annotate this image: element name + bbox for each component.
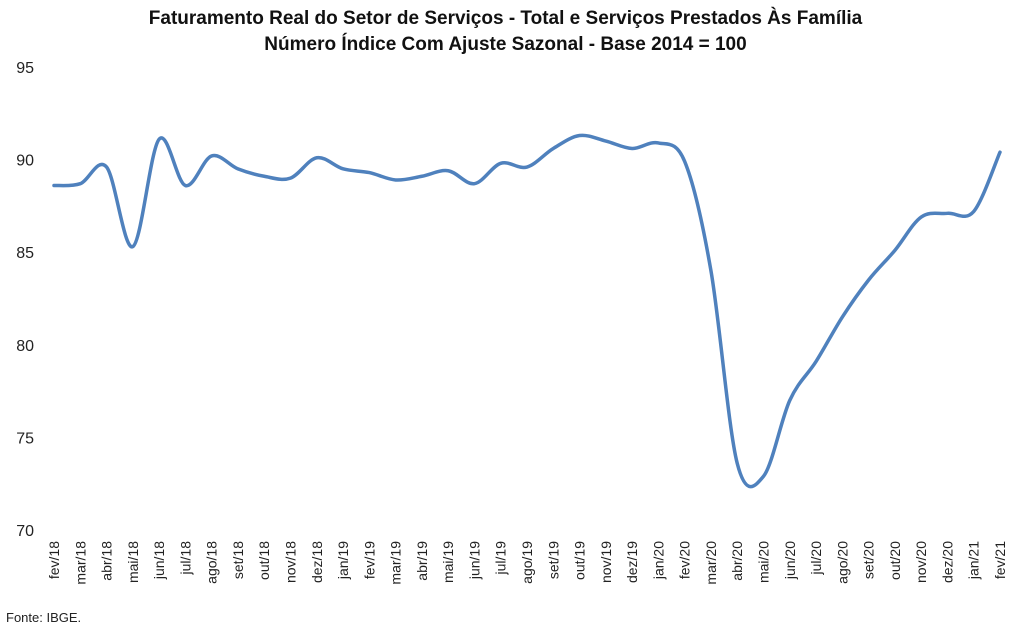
x-tick-label: mai/18 — [125, 541, 141, 583]
x-tick-label: nov/18 — [283, 541, 299, 583]
x-tick-label: jun/19 — [466, 541, 482, 580]
x-axis: fev/18 mar/18 abr/18 mai/18 jun/18 jul/18 ago/… — [46, 541, 1008, 585]
y-tick-label: 70 — [16, 523, 34, 540]
x-tick-label: fev/19 — [361, 541, 377, 579]
x-tick-label: nov/19 — [598, 541, 614, 583]
x-tick-label: fev/20 — [677, 541, 693, 579]
chart-subtitle: Número Índice Com Ajuste Sazonal - Base … — [264, 34, 747, 55]
x-tick-label: fev/21 — [992, 541, 1008, 579]
y-tick-label: 75 — [16, 430, 34, 447]
x-tick-label: jan/20 — [650, 541, 666, 580]
source-note: Fonte: IBGE. — [6, 610, 82, 625]
x-tick-label: fev/18 — [46, 541, 62, 579]
x-tick-label: dez/20 — [939, 541, 955, 583]
x-tick-label: mar/19 — [388, 541, 404, 585]
x-tick-label: abr/20 — [729, 541, 745, 581]
y-tick-label: 85 — [16, 245, 34, 262]
x-tick-label: out/19 — [572, 541, 588, 580]
x-tick-label: mar/20 — [703, 541, 719, 585]
x-tick-label: abr/19 — [414, 541, 430, 581]
x-tick-label: dez/19 — [624, 541, 640, 583]
y-tick-label: 95 — [16, 60, 34, 77]
y-axis: 95 90 85 80 75 70 — [16, 60, 34, 540]
x-tick-label: mar/18 — [72, 541, 88, 585]
x-tick-label: set/19 — [545, 541, 561, 579]
x-tick-label: jun/18 — [151, 541, 167, 580]
x-tick-label: out/18 — [256, 541, 272, 580]
series-line — [52, 133, 1002, 489]
y-tick-label: 80 — [16, 338, 34, 355]
x-tick-label: jul/19 — [493, 541, 509, 576]
x-tick-label: nov/20 — [913, 541, 929, 583]
x-tick-label: ago/19 — [519, 541, 535, 584]
x-tick-label: set/20 — [861, 541, 877, 579]
x-tick-label: mai/19 — [440, 541, 456, 583]
x-tick-label: jul/20 — [808, 541, 824, 576]
x-tick-label: jun/20 — [782, 541, 798, 580]
x-tick-label: jan/19 — [335, 541, 351, 580]
x-tick-label: dez/18 — [309, 541, 325, 583]
y-tick-label: 90 — [16, 153, 34, 170]
x-tick-label: jan/21 — [966, 541, 982, 580]
chart-title: Faturamento Real do Setor de Serviços - … — [148, 8, 863, 29]
x-tick-label: ago/20 — [834, 541, 850, 584]
x-tick-label: abr/18 — [99, 541, 115, 581]
plot-area — [52, 133, 1002, 489]
chart-title-block: Faturamento Real do Setor de Serviços - … — [0, 6, 1011, 58]
x-tick-label: jul/18 — [177, 541, 193, 576]
x-tick-label: mai/20 — [756, 541, 772, 583]
x-tick-label: set/18 — [230, 541, 246, 579]
x-tick-label: ago/18 — [204, 541, 220, 584]
x-tick-label: out/20 — [887, 541, 903, 580]
